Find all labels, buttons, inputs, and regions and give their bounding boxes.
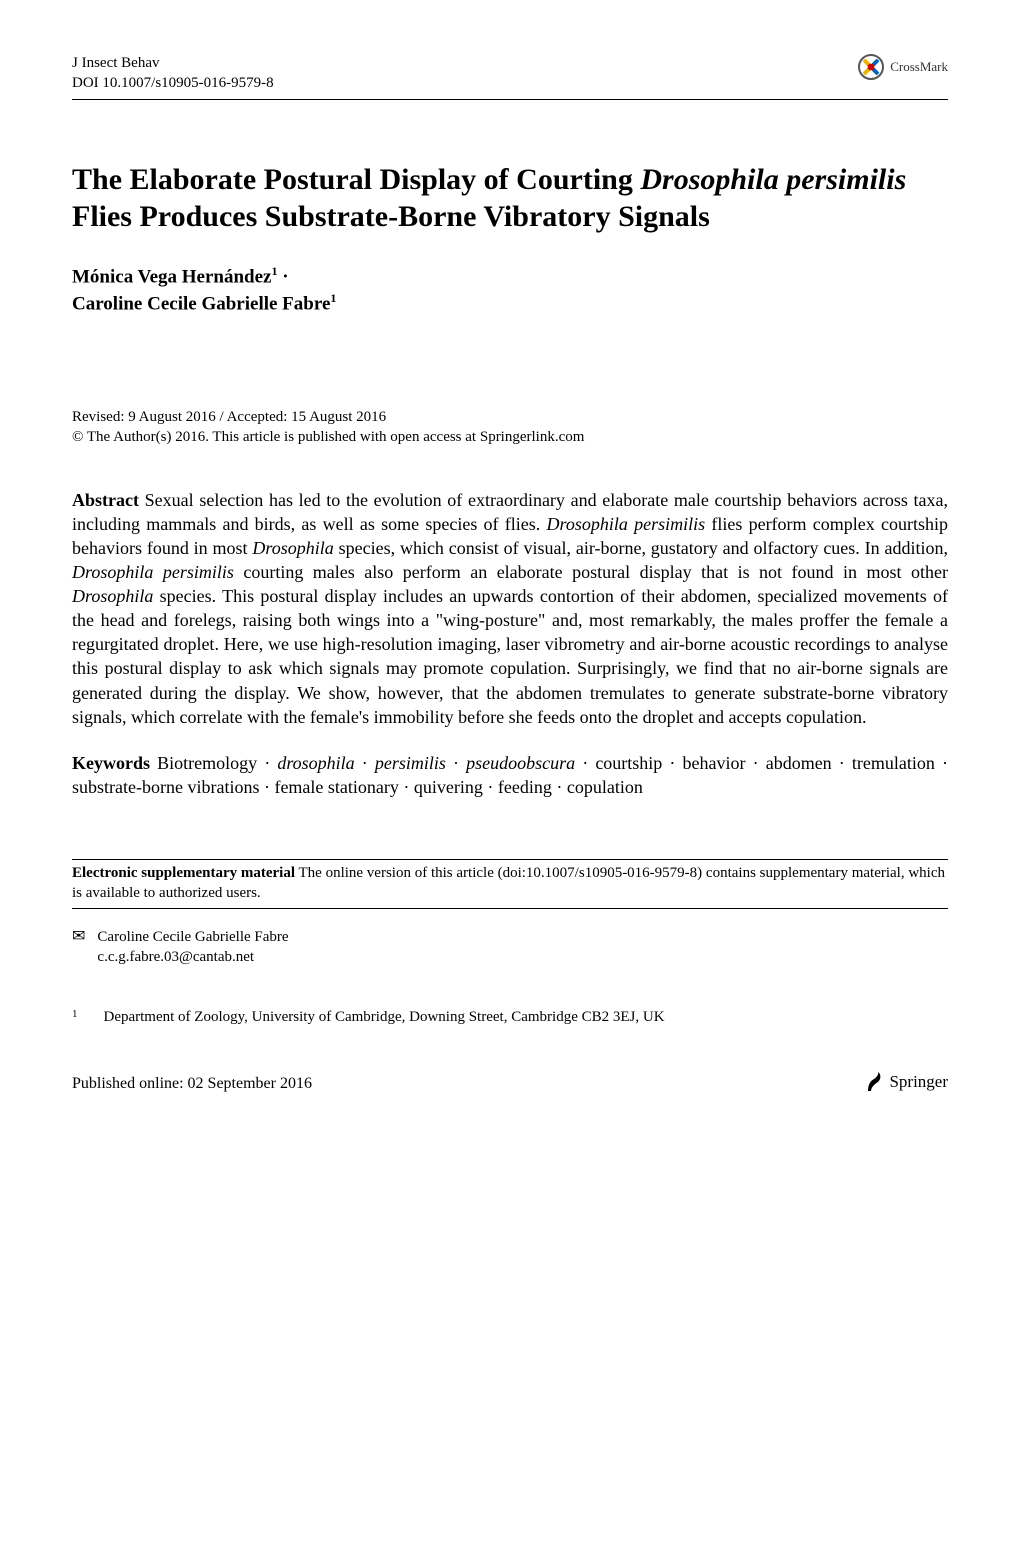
supplementary-rule-top [72, 859, 948, 860]
abstract-p4: courting males also perform an elaborate… [234, 562, 948, 582]
crossmark-label: CrossMark [890, 59, 948, 75]
kw-s1: · [355, 753, 375, 773]
page-header: J Insect Behav DOI 10.1007/s10905-016-95… [72, 54, 948, 93]
abstract-i1: Drosophila persimilis [547, 514, 706, 534]
author-2: Caroline Cecile Gabrielle Fabre [72, 293, 330, 314]
author-separator: · [278, 267, 289, 288]
abstract-label: Abstract [72, 490, 139, 510]
correspondence-details: Caroline Cecile Gabrielle Fabre c.c.g.fa… [97, 927, 288, 968]
kw-i3: pseudoobscura [466, 753, 575, 773]
supplementary-rule-bottom [72, 908, 948, 909]
crossmark-icon [858, 54, 884, 80]
title-species: Drosophila persimilis [640, 163, 906, 196]
springer-label: Springer [889, 1072, 948, 1092]
revised-accepted: Revised: 9 August 2016 / Accepted: 15 Au… [72, 407, 948, 427]
abstract-i4: Drosophila [72, 586, 153, 606]
corresponding-author-email: c.c.g.fabre.03@cantab.net [97, 947, 288, 967]
affiliation-number: 1 [72, 1007, 78, 1027]
author-list: Mónica Vega Hernández 1 · Caroline Cecile… [72, 263, 948, 317]
journal-meta: J Insect Behav DOI 10.1007/s10905-016-95… [72, 54, 274, 93]
crossmark-badge[interactable]: CrossMark [858, 54, 948, 80]
springer-horse-icon [865, 1071, 883, 1093]
author-2-affil: 1 [330, 291, 336, 305]
abstract: Abstract Sexual selection has led to the… [72, 488, 948, 729]
supplementary-note: Electronic supplementary material The on… [72, 864, 948, 904]
keywords: Keywords Biotremology · drosophila · per… [72, 751, 948, 799]
affiliation: 1 Department of Zoology, University of C… [72, 1007, 948, 1027]
kw-pre: Biotremology · [150, 753, 277, 773]
journal-name: J Insect Behav [72, 54, 274, 74]
kw-i2: persimilis [375, 753, 446, 773]
abstract-p3: species, which consist of visual, air-bo… [334, 538, 948, 558]
author-1: Mónica Vega Hernández [72, 267, 272, 288]
correspondence: ✉ Caroline Cecile Gabrielle Fabre c.c.g.… [72, 927, 948, 968]
springer-logo: Springer [865, 1071, 948, 1093]
abstract-i2: Drosophila [252, 538, 333, 558]
supplementary-bold: Electronic supplementary material [72, 865, 295, 881]
title-pre: The Elaborate Postural Display of Courti… [72, 163, 640, 196]
corresponding-author-name: Caroline Cecile Gabrielle Fabre [97, 927, 288, 947]
page-footer: Published online: 02 September 2016 Spri… [72, 1071, 948, 1093]
header-rule [72, 99, 948, 100]
keywords-label: Keywords [72, 753, 150, 773]
article-title: The Elaborate Postural Display of Courti… [72, 162, 948, 235]
doi: DOI 10.1007/s10905-016-9579-8 [72, 74, 274, 94]
affiliation-text: Department of Zoology, University of Cam… [104, 1007, 665, 1027]
kw-i1: drosophila [277, 753, 354, 773]
envelope-icon: ✉ [72, 929, 85, 968]
abstract-p5: species. This postural display includes … [72, 586, 948, 727]
kw-s2: · [446, 753, 466, 773]
abstract-i3: Drosophila persimilis [72, 562, 234, 582]
copyright-line: © The Author(s) 2016. This article is pu… [72, 427, 948, 447]
published-online: Published online: 02 September 2016 [72, 1075, 312, 1093]
title-post: Flies Produces Substrate-Borne Vibratory… [72, 200, 710, 233]
article-dates: Revised: 9 August 2016 / Accepted: 15 Au… [72, 407, 948, 448]
